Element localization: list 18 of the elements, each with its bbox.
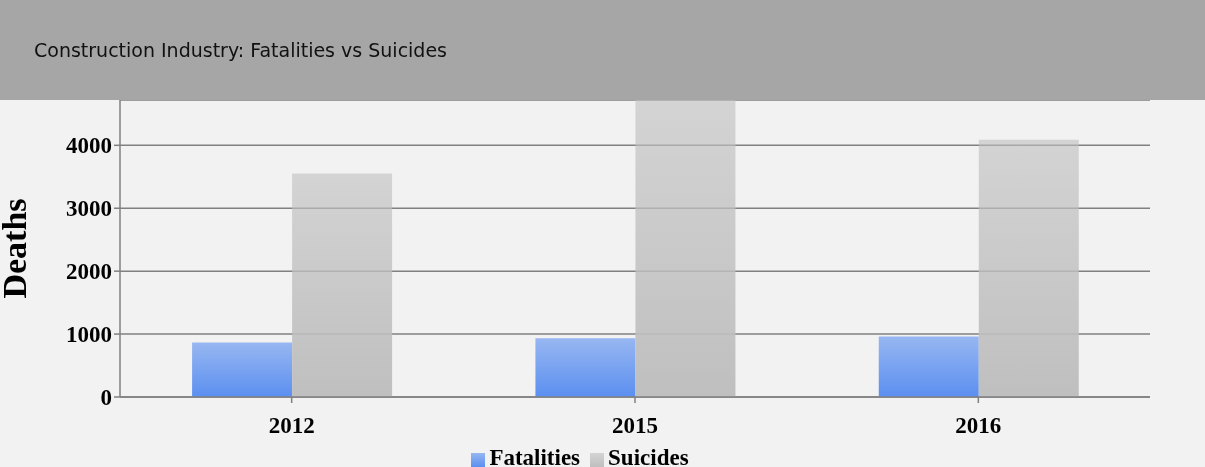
bar	[192, 342, 293, 397]
bar	[292, 173, 393, 397]
y-axis-title: Deaths	[0, 198, 34, 299]
x-tick-label: 2016	[955, 413, 1002, 439]
x-tick-label: 2015	[612, 413, 658, 439]
bar	[878, 336, 979, 397]
y-tick-label: 3000	[66, 196, 112, 222]
y-tick-label: 1000	[66, 322, 112, 348]
legend-label: Suicides	[608, 445, 689, 467]
bar	[978, 139, 1079, 397]
y-tick-label: 4000	[66, 133, 112, 159]
legend-label: Fatalities	[489, 445, 581, 467]
chart-title: Construction Industry: Fatalities vs Suicides	[0, 0, 1205, 100]
bar	[535, 338, 636, 397]
x-tick-label: 2012	[268, 413, 315, 439]
y-tick-label: 2000	[66, 259, 112, 285]
bar	[635, 100, 736, 397]
y-tick-label: 0	[100, 385, 112, 411]
